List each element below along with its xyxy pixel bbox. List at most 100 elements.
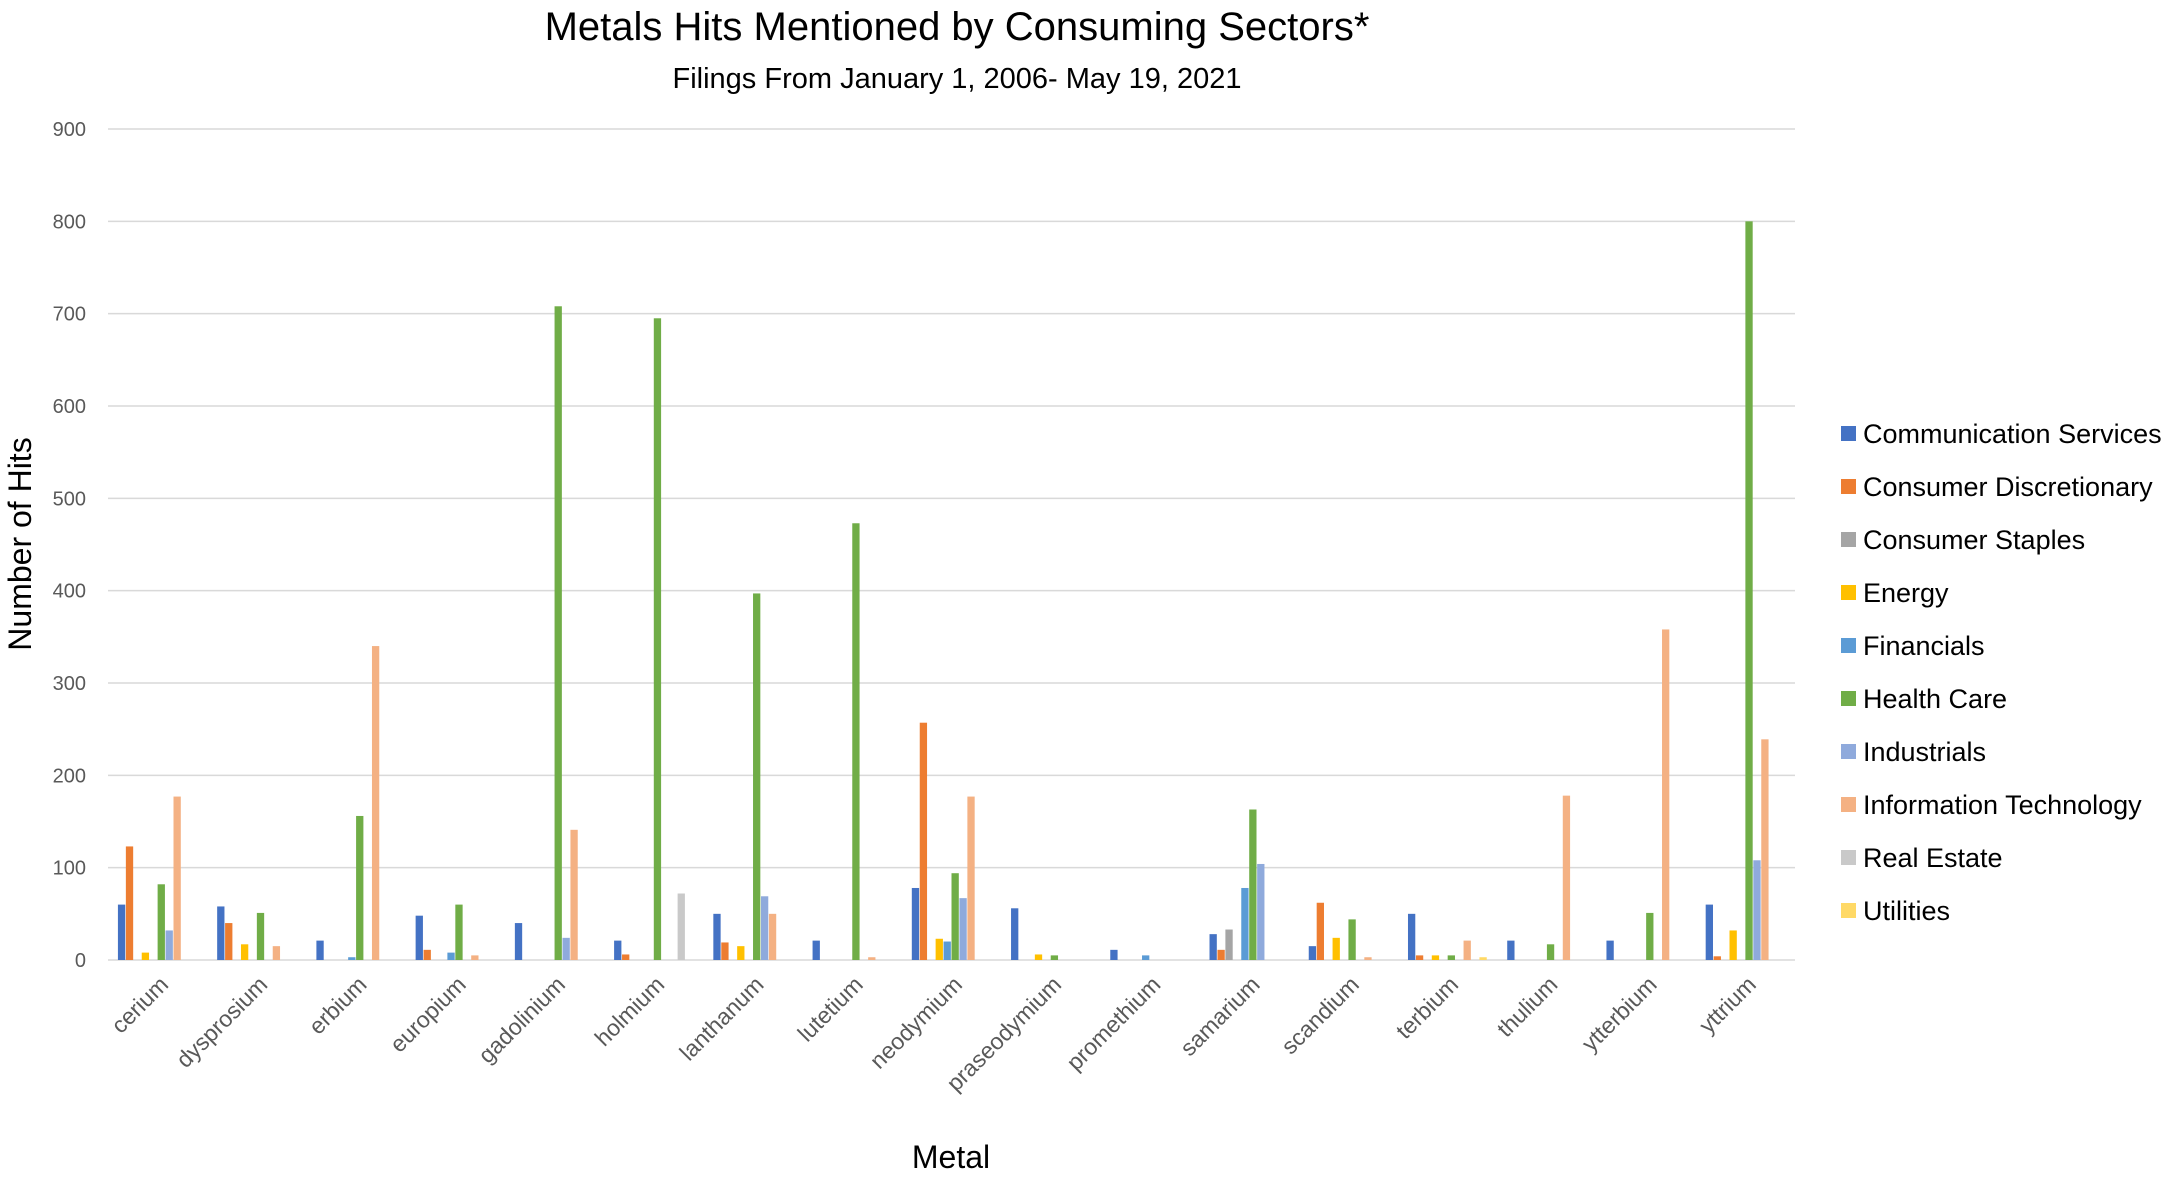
bar-holmium-0 xyxy=(614,940,622,960)
x-tick-label: scandium xyxy=(1276,971,1364,1059)
y-tick-label: 900 xyxy=(53,119,86,141)
legend-label: Consumer Discretionary xyxy=(1863,472,2153,502)
bar-gadolinium-7 xyxy=(570,829,578,960)
bar-scandium-5 xyxy=(1348,919,1356,960)
x-tick-label: ytterbium xyxy=(1576,971,1661,1056)
legend-swatch xyxy=(1841,585,1856,600)
legend-label: Financials xyxy=(1863,631,1985,661)
y-tick-label: 600 xyxy=(53,396,86,418)
legend-label: Real Estate xyxy=(1863,843,2003,873)
gridlines xyxy=(108,128,1795,961)
x-tick-label: dysprosium xyxy=(171,971,273,1073)
legend-swatch xyxy=(1841,850,1856,865)
x-tick-label: samarium xyxy=(1175,971,1265,1061)
x-tick-label: terbium xyxy=(1391,971,1464,1044)
legend-label: Communication Services xyxy=(1863,419,2162,449)
bar-cerium-7 xyxy=(173,796,181,960)
x-tick-label: holmium xyxy=(589,971,669,1051)
bar-erbium-4 xyxy=(348,957,356,960)
bar-ytterbium-5 xyxy=(1646,912,1654,960)
bar-samarium-1 xyxy=(1217,949,1225,960)
legend: Communication Services Consumer Discretio… xyxy=(1841,419,2162,926)
legend-swatch xyxy=(1841,797,1856,812)
bar-samarium-5 xyxy=(1249,809,1257,960)
bar-promethium-0 xyxy=(1110,949,1118,960)
chart-subtitle: Filings From January 1, 2006- May 19, 20… xyxy=(673,63,1242,95)
bar-neodymium-5 xyxy=(951,873,959,960)
bar-erbium-7 xyxy=(371,646,380,960)
bar-terbium-9 xyxy=(1479,957,1487,960)
bar-holmium-5 xyxy=(653,318,662,960)
bar-lanthanum-7 xyxy=(768,913,777,960)
bar-ytterbium-7 xyxy=(1662,629,1670,960)
legend-label: Energy xyxy=(1863,578,1949,608)
bar-thulium-0 xyxy=(1507,940,1515,960)
bar-holmium-1 xyxy=(622,954,630,960)
y-tick-label: 200 xyxy=(53,765,86,787)
bar-praseodymium-5 xyxy=(1050,955,1059,960)
legend-swatch xyxy=(1841,638,1856,653)
bar-samarium-6 xyxy=(1257,863,1265,960)
legend-label: Industrials xyxy=(1863,737,1986,767)
y-tick-label: 100 xyxy=(53,858,86,880)
legend-label: Information Technology xyxy=(1863,790,2142,820)
bar-yttrium-6 xyxy=(1753,860,1761,960)
bar-neodymium-7 xyxy=(967,796,975,960)
y-tick-label: 0 xyxy=(75,950,86,972)
y-tick-label: 500 xyxy=(53,488,86,510)
bar-lanthanum-1 xyxy=(721,942,729,960)
bar-dysprosium-5 xyxy=(256,912,265,960)
legend-label: Utilities xyxy=(1863,896,1950,926)
y-tick-label: 300 xyxy=(53,673,86,695)
legend-swatch xyxy=(1841,903,1856,918)
bar-lanthanum-3 xyxy=(737,946,745,960)
bar-europium-1 xyxy=(423,949,431,960)
bar-neodymium-6 xyxy=(959,898,967,960)
bar-gadolinium-0 xyxy=(514,923,523,960)
y-tick-label: 800 xyxy=(53,211,86,233)
bar-scandium-0 xyxy=(1308,946,1317,960)
bar-scandium-7 xyxy=(1364,957,1372,960)
bar-gadolinium-5 xyxy=(554,306,562,960)
bar-holmium-8 xyxy=(677,893,685,960)
x-tick-label: neodymium xyxy=(865,971,967,1073)
y-tick-label: 700 xyxy=(53,304,86,326)
bar-terbium-1 xyxy=(1415,955,1424,960)
bar-terbium-7 xyxy=(1463,940,1471,960)
bar-samarium-2 xyxy=(1225,929,1233,960)
bar-terbium-3 xyxy=(1431,955,1440,960)
y-axis-ticks: 0 100 200 300 400 500 600 700 800 900 xyxy=(53,119,86,972)
bar-gadolinium-6 xyxy=(562,937,570,960)
bar-cerium-3 xyxy=(141,952,150,960)
bar-dysprosium-3 xyxy=(240,944,249,960)
x-tick-label: gadolinium xyxy=(473,971,570,1068)
bar-neodymium-0 xyxy=(911,887,920,960)
y-axis-label: Number of Hits xyxy=(2,437,38,650)
legend-label: Health Care xyxy=(1863,684,2007,714)
bar-lutetium-5 xyxy=(852,523,860,960)
bar-erbium-5 xyxy=(356,815,364,960)
bar-yttrium-5 xyxy=(1745,221,1753,961)
bar-cerium-0 xyxy=(117,904,126,960)
bar-yttrium-1 xyxy=(1713,956,1721,960)
bar-thulium-5 xyxy=(1546,944,1555,960)
bar-lanthanum-0 xyxy=(713,913,721,960)
bar-yttrium-0 xyxy=(1705,904,1713,960)
legend-swatch xyxy=(1841,479,1856,494)
bar-cerium-6 xyxy=(165,930,173,960)
legend-swatch xyxy=(1841,691,1856,706)
x-tick-label: cerium xyxy=(106,971,173,1038)
x-tick-label: erbium xyxy=(304,971,372,1039)
bar-samarium-4 xyxy=(1241,887,1249,960)
chart-title: Metals Hits Mentioned by Consuming Secto… xyxy=(545,5,1370,49)
bar-europium-0 xyxy=(415,915,423,960)
bar-samarium-0 xyxy=(1209,934,1217,960)
bar-ytterbium-0 xyxy=(1606,940,1614,960)
bar-dysprosium-1 xyxy=(225,923,233,960)
x-axis-label: Metal xyxy=(912,1139,990,1175)
legend-label: Consumer Staples xyxy=(1863,525,2085,555)
bar-praseodymium-3 xyxy=(1034,954,1043,960)
legend-swatch xyxy=(1841,426,1856,441)
